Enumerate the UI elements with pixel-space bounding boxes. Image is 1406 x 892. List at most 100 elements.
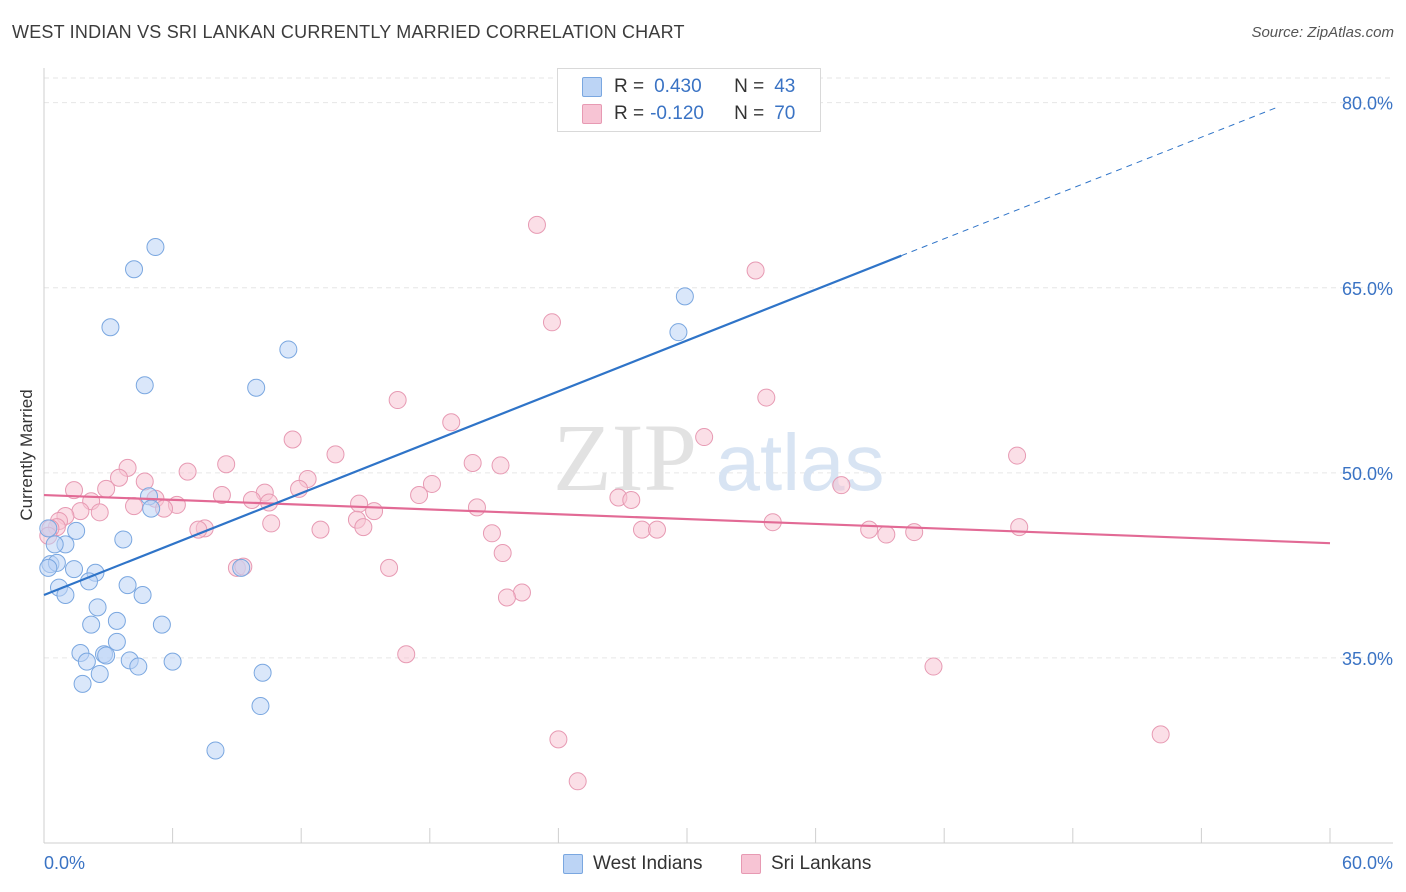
sri-lankan-point	[410, 486, 429, 505]
west-indians-trend-line	[43, 254, 902, 597]
y-tick-label: 35.0%	[1342, 649, 1393, 669]
sri-lankan-point	[905, 523, 924, 542]
sri-lankan-point	[832, 476, 851, 495]
west-indian-point	[65, 560, 84, 579]
legend-swatch-blue	[582, 77, 602, 97]
west-indian-point	[125, 260, 144, 279]
west-indian-point	[73, 674, 92, 693]
sri-lankan-point	[757, 388, 776, 407]
sri-lankan-point	[242, 490, 261, 509]
legend-n-label: N =	[734, 76, 765, 97]
west-indian-point	[82, 615, 101, 634]
west-indian-point	[133, 585, 152, 604]
west-indian-point	[251, 697, 270, 716]
sri-lankan-point	[512, 583, 531, 602]
sri-lankan-point	[217, 455, 236, 474]
west-indian-point	[88, 598, 107, 617]
sri-lankans-trend-line	[43, 493, 1331, 545]
sri-lankan-point	[97, 479, 116, 498]
source-label: Source: ZipAtlas.com	[1251, 24, 1394, 41]
west-indian-point	[77, 652, 96, 671]
sri-lankan-point	[746, 261, 765, 280]
west-indian-point	[279, 340, 298, 359]
sri-lankan-point	[877, 525, 896, 544]
y-tick-label: 50.0%	[1342, 464, 1393, 484]
sri-lankan-point	[71, 502, 90, 521]
west-indian-point	[135, 376, 154, 395]
west-indian-point	[253, 663, 272, 682]
sri-lankan-point	[283, 430, 302, 449]
west-indian-point	[101, 318, 120, 337]
west-indian-point	[107, 632, 126, 651]
sri-lankan-point	[262, 514, 281, 533]
legend-n-label: N =	[734, 103, 765, 124]
legend-r-value: -0.120	[650, 103, 704, 124]
sri-lankan-point	[1151, 725, 1170, 744]
sri-lankan-point	[497, 588, 516, 607]
sri-lankan-point	[542, 313, 561, 332]
sri-lankan-point	[212, 486, 231, 505]
sri-lankan-point	[90, 503, 109, 522]
sri-lankan-point	[311, 520, 330, 539]
sri-lankan-point	[482, 524, 501, 543]
sri-lankan-point	[632, 520, 651, 539]
y-tick-label: 80.0%	[1342, 94, 1393, 114]
sri-lankan-point	[110, 468, 129, 487]
sri-lankan-point	[178, 462, 197, 481]
west-indian-point	[675, 287, 694, 306]
sri-lankan-point	[1010, 518, 1029, 537]
west-indian-point	[163, 652, 182, 671]
west-indians-trend-extension	[901, 107, 1277, 257]
west-indian-point	[39, 558, 58, 577]
west-indian-point	[90, 664, 109, 683]
sri-lankan-point	[65, 481, 84, 500]
west-indian-point	[146, 238, 165, 257]
sri-lankan-point	[568, 772, 587, 791]
sri-lankan-point	[622, 490, 641, 509]
sri-lankan-point	[365, 502, 384, 521]
y-tick-label: 65.0%	[1342, 279, 1393, 299]
x-tick-label: 60.0%	[1342, 853, 1393, 873]
watermark: ZIP atlas	[553, 404, 884, 511]
west-indian-point	[142, 499, 161, 518]
bottom-legend-swatch-blue	[563, 854, 583, 874]
legend-row-sri-lankans: R = -0.120 N = 70	[582, 102, 795, 126]
west-indian-point	[67, 521, 86, 540]
chart-title: WEST INDIAN VS SRI LANKAN CURRENTLY MARR…	[12, 22, 685, 42]
west-indian-point	[206, 741, 225, 760]
sri-lankan-point	[397, 645, 416, 664]
sri-lankan-point	[491, 456, 510, 475]
west-indian-point	[45, 535, 64, 554]
sri-lankan-point	[125, 497, 144, 516]
west-indian-point	[39, 519, 58, 538]
west-indian-point	[669, 323, 688, 342]
sri-lankan-point	[463, 453, 482, 472]
trend-lines	[43, 107, 1331, 597]
legend-n-value: 70	[774, 103, 796, 124]
west-indian-point	[129, 657, 148, 676]
sri-lankan-point	[354, 518, 373, 537]
bottom-legend-west-indians: West Indians	[563, 851, 702, 877]
sri-lankan-point	[549, 730, 568, 749]
sri-lankan-point	[1008, 446, 1027, 465]
sri-lankan-point	[422, 474, 441, 493]
sri-lankan-point	[467, 498, 486, 517]
legend-row-west-indians: R = 0.430 N = 43	[582, 75, 795, 99]
tick-labels: 35.0% 50.0% 65.0% 80.0% 0.0% 60.0%	[44, 94, 1393, 873]
watermark-atlas: atlas	[716, 418, 885, 507]
legend-swatch-pink	[582, 104, 602, 124]
x-tick-label: 0.0%	[44, 853, 85, 873]
legend-r-value: 0.430	[654, 76, 702, 97]
west-indian-point	[247, 378, 266, 397]
sri-lankan-point	[380, 558, 399, 577]
bottom-legend-label: Sri Lankans	[771, 853, 872, 874]
sri-lankan-point	[326, 445, 345, 464]
legend-r-label: R =	[614, 103, 645, 124]
sri-lankan-point	[493, 544, 512, 563]
sri-lankan-point	[388, 391, 407, 410]
bottom-legend-swatch-pink	[741, 854, 761, 874]
sri-lankan-point	[527, 215, 546, 234]
sri-lankan-point	[695, 428, 714, 447]
west-indian-point	[97, 646, 116, 665]
